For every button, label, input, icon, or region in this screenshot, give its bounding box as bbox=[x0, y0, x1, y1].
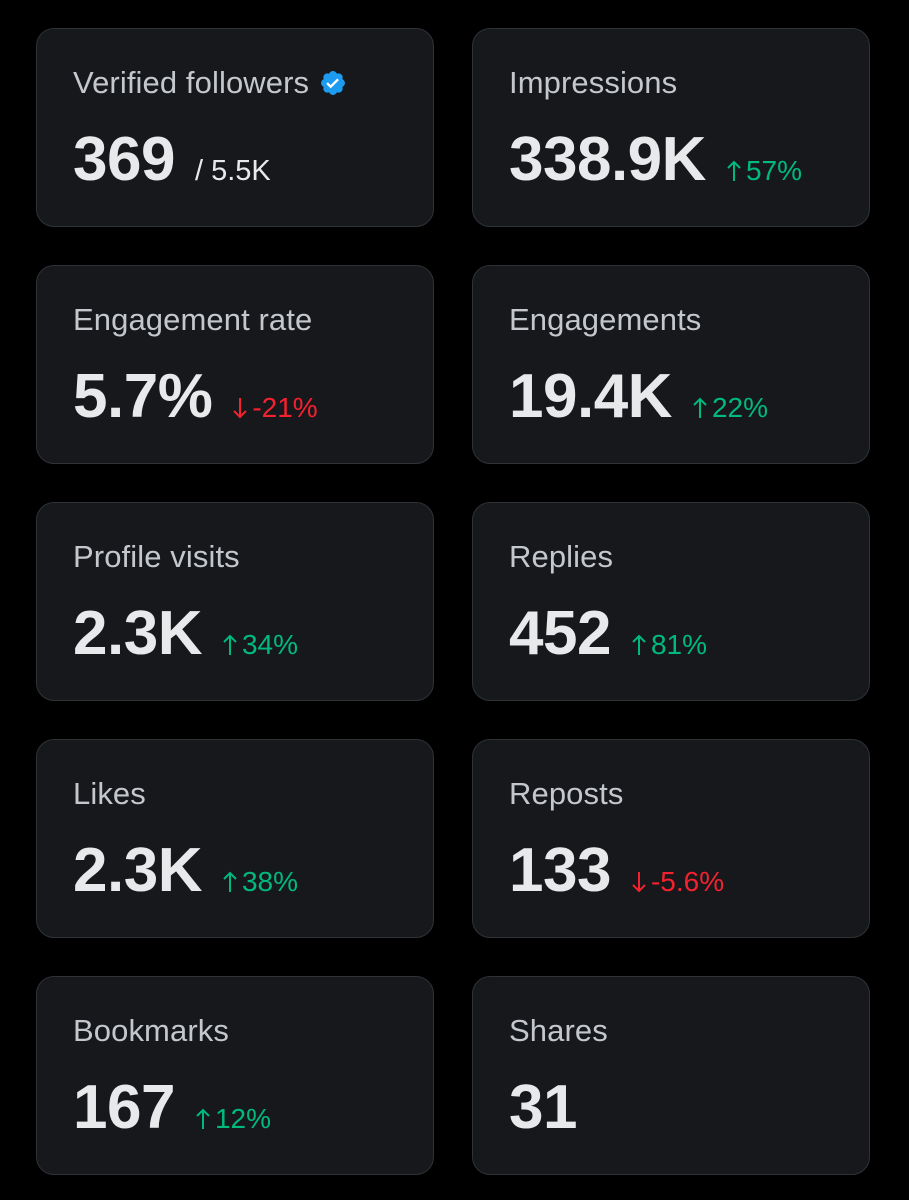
metric-value: 19.4K bbox=[509, 362, 672, 431]
metric-change-value: 57% bbox=[745, 155, 802, 186]
metric-change: -5.6% bbox=[631, 866, 724, 898]
arrow-up-icon bbox=[223, 634, 237, 655]
arrow-down-icon bbox=[632, 872, 646, 893]
metric-label: Engagement rate bbox=[73, 302, 313, 337]
metric-value: 2.3K bbox=[73, 836, 202, 905]
metric-change-value: -5.6% bbox=[650, 866, 725, 897]
metric-change-value: 22% bbox=[711, 392, 768, 423]
arrow-up-icon bbox=[196, 1108, 210, 1129]
metric-change: -21% bbox=[232, 392, 318, 424]
metric-card-impressions[interactable]: Impressions 338.9K 57% bbox=[472, 28, 870, 227]
metric-label: Reposts bbox=[509, 776, 624, 811]
metric-card-engagement-rate[interactable]: Engagement rate 5.7% -21% bbox=[36, 265, 434, 464]
metric-value: 369 bbox=[73, 125, 175, 194]
metric-card-reposts[interactable]: Reposts 133 -5.6% bbox=[472, 739, 870, 938]
metric-value: 452 bbox=[509, 599, 611, 668]
verified-badge-icon bbox=[319, 69, 347, 97]
metric-card-replies[interactable]: Replies 452 81% bbox=[472, 502, 870, 701]
metric-change-value: 81% bbox=[650, 629, 707, 660]
metric-label: Verified followers bbox=[73, 65, 310, 100]
metric-card-engagements[interactable]: Engagements 19.4K 22% bbox=[472, 265, 870, 464]
metric-card-likes[interactable]: Likes 2.3K 38% bbox=[36, 739, 434, 938]
metric-value: 31 bbox=[509, 1073, 577, 1142]
metric-label: Replies bbox=[509, 539, 614, 574]
arrow-down-icon bbox=[233, 398, 248, 419]
metric-change-value: -21% bbox=[252, 392, 318, 423]
metric-value: 2.3K bbox=[73, 599, 202, 668]
arrow-up-icon bbox=[693, 397, 707, 418]
metric-card-verified-followers[interactable]: Verified followers 369 / 5.5K bbox=[36, 28, 434, 227]
metric-card-profile-visits[interactable]: Profile visits 2.3K 34% bbox=[36, 502, 434, 701]
metric-card-bookmarks[interactable]: Bookmarks 167 12% bbox=[36, 976, 434, 1175]
metric-change-value: 38% bbox=[241, 866, 299, 897]
metric-change-value: 12% bbox=[214, 1103, 271, 1134]
metric-label: Shares bbox=[509, 1013, 608, 1048]
metric-change: 12% bbox=[195, 1103, 271, 1135]
metric-card-shares[interactable]: Shares 31 bbox=[472, 976, 870, 1175]
metric-label: Profile visits bbox=[73, 539, 240, 574]
metric-value: 133 bbox=[509, 836, 611, 905]
metric-change: 34% bbox=[222, 629, 298, 661]
metric-value: 338.9K bbox=[509, 125, 706, 194]
metric-value: 167 bbox=[73, 1073, 175, 1142]
arrow-up-icon bbox=[727, 160, 741, 181]
metric-change: 22% bbox=[692, 392, 768, 424]
metric-change: 81% bbox=[631, 629, 707, 661]
metric-label: Engagements bbox=[509, 302, 702, 337]
arrow-up-icon bbox=[223, 871, 237, 892]
metric-value: 5.7% bbox=[73, 362, 213, 431]
metric-change: 57% bbox=[726, 155, 802, 187]
metric-total: / 5.5K bbox=[194, 155, 271, 187]
arrow-up-icon bbox=[632, 634, 646, 655]
metric-label: Likes bbox=[73, 776, 146, 811]
metric-change: 38% bbox=[222, 866, 298, 898]
metric-label: Bookmarks bbox=[73, 1013, 229, 1048]
metric-change-value: 34% bbox=[241, 629, 299, 660]
metric-label: Impressions bbox=[509, 65, 678, 100]
